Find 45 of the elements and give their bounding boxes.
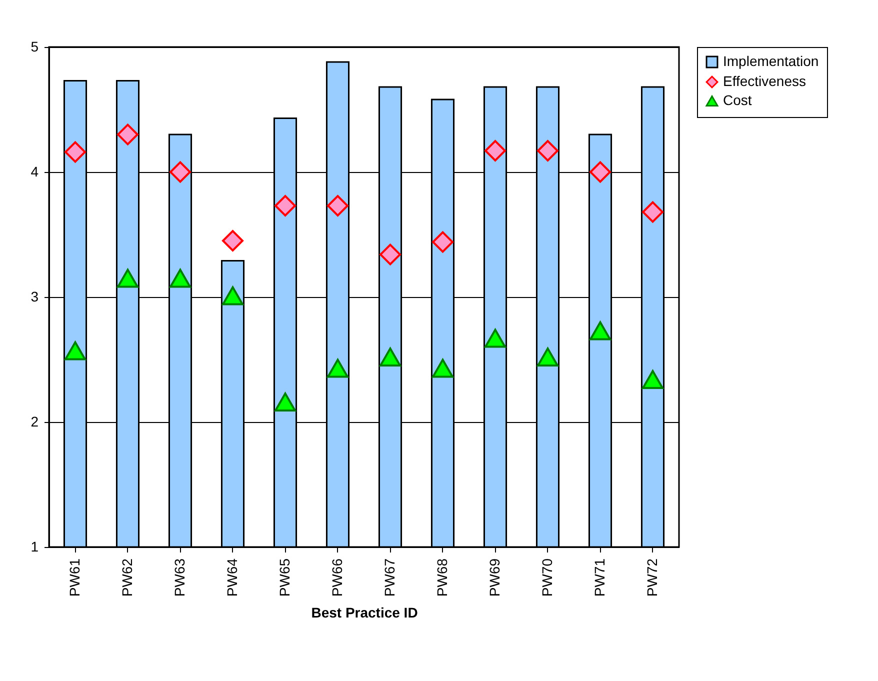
x-tick-label: PW66	[328, 558, 345, 597]
point	[432, 358, 454, 378]
point	[170, 161, 191, 183]
x-tick-label: PW64	[224, 558, 240, 597]
point	[484, 328, 506, 348]
x-tick-label: PW63	[171, 558, 188, 597]
point	[537, 140, 558, 162]
point	[642, 201, 664, 223]
x-tick-label: PW68	[434, 558, 450, 597]
x-axis-title: Best Practice ID	[311, 604, 418, 621]
point	[590, 161, 611, 183]
x-tick-label: PW70	[538, 558, 555, 597]
point	[117, 268, 138, 288]
legend-label: Implementation	[723, 53, 819, 69]
point	[432, 231, 454, 253]
point	[274, 392, 296, 412]
x-tick-label: PW61	[66, 558, 82, 597]
point	[170, 268, 191, 288]
x-tick-label: PW72	[644, 558, 660, 597]
point	[327, 358, 348, 378]
point	[64, 141, 86, 163]
y-tick-label: 2	[30, 414, 39, 430]
point	[380, 348, 401, 366]
point	[642, 370, 664, 389]
point	[327, 195, 348, 216]
point	[274, 195, 296, 216]
point	[537, 348, 558, 366]
x-tick-label: PW65	[276, 558, 292, 597]
point	[222, 230, 244, 252]
y-tick-label: 5	[30, 38, 39, 54]
point	[380, 244, 401, 266]
point	[222, 286, 244, 306]
point	[484, 140, 506, 162]
x-tick-label: PW62	[118, 558, 135, 597]
y-tick-label: 3	[30, 288, 39, 304]
x-tick-label: PW69	[486, 558, 502, 597]
legend-label: Cost	[723, 92, 752, 108]
x-tick-label: PW71	[591, 558, 608, 597]
y-tick-label: 4	[30, 164, 39, 180]
y-tick-label: 1	[30, 538, 39, 554]
x-tick-label: PW67	[381, 558, 398, 597]
point	[590, 321, 611, 340]
point	[117, 124, 138, 146]
point	[64, 341, 86, 360]
legend-label: Effectiveness	[723, 73, 806, 89]
